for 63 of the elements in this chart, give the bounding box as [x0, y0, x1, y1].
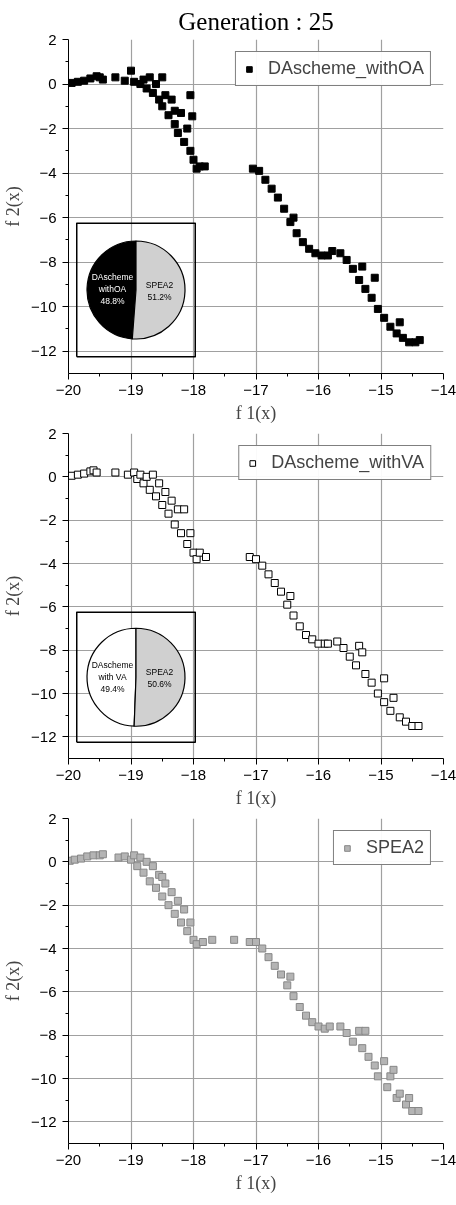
y-tick-label: −8: [39, 641, 57, 659]
y-axis-title: f 2(x): [3, 186, 25, 227]
data-label: 49.4%: [100, 683, 125, 694]
x-tick-label: −19: [118, 765, 144, 783]
slice-label: DAscheme with VA: [91, 659, 134, 682]
x-axis-title: f 1(x): [235, 402, 277, 424]
x-tick-label: −19: [118, 380, 144, 398]
y-tick-label: −4: [39, 554, 57, 572]
x-tick-label: −14: [430, 765, 456, 783]
x-tick-label: −19: [118, 1150, 144, 1168]
x-tick-label: −16: [305, 1150, 332, 1168]
x-tick-label: −18: [180, 1150, 207, 1168]
slice-label: DAscheme withOA: [91, 272, 134, 295]
x-axis-title: f 1(x): [235, 787, 277, 809]
y-tick-label: 0: [48, 852, 57, 870]
data-label: 50.6%: [147, 678, 173, 689]
y-tick-label: 2: [48, 30, 57, 48]
y-tick-label: −12: [31, 342, 57, 360]
data-label: 51.2%: [147, 291, 172, 302]
y-tick-label: −10: [31, 1069, 57, 1087]
y-tick-label: 2: [48, 424, 57, 442]
y-tick-label: −10: [31, 684, 57, 702]
x-tick-label: −14: [430, 380, 456, 398]
legend-label: SPEA2: [365, 837, 424, 858]
y-tick-label: −8: [39, 253, 57, 271]
x-tick-label: −20: [55, 380, 82, 398]
slice-label: SPEA2: [145, 666, 174, 677]
y-axis-title: f 2(x): [3, 575, 25, 617]
y-axis-title: f 2(x): [3, 960, 25, 1002]
x-tick-label: −14: [430, 1150, 456, 1168]
x-tick-label: −17: [243, 765, 269, 783]
y-tick-label: −2: [39, 119, 57, 137]
y-tick-label: −4: [39, 164, 57, 182]
y-tick-label: −2: [39, 511, 57, 529]
chart-title: Generation : 25: [178, 7, 334, 35]
y-tick-label: −8: [39, 1026, 57, 1044]
x-tick-label: −16: [305, 380, 332, 398]
x-tick-label: −17: [243, 380, 269, 398]
y-tick-label: −2: [39, 896, 57, 914]
x-tick-label: −20: [55, 765, 82, 783]
y-tick-label: 2: [48, 809, 57, 827]
x-tick-label: −18: [180, 765, 207, 783]
y-tick-label: −6: [39, 208, 57, 226]
slice-label: SPEA2: [145, 279, 174, 290]
y-tick-label: −6: [39, 982, 57, 1000]
x-tick-label: −17: [243, 1150, 269, 1168]
data-label: 48.8%: [100, 296, 125, 307]
y-tick-label: −12: [31, 1112, 57, 1130]
legend-label: DAscheme_withOA: [267, 58, 424, 79]
x-tick-label: −18: [180, 380, 207, 398]
y-tick-label: −4: [39, 939, 57, 957]
y-tick-label: 0: [48, 467, 57, 485]
legend-label: DAscheme_withVA: [271, 452, 424, 473]
y-tick-label: 0: [48, 75, 57, 93]
x-tick-label: −15: [368, 765, 394, 783]
x-tick-label: −16: [305, 765, 332, 783]
x-tick-label: −15: [368, 380, 394, 398]
y-tick-label: −10: [31, 297, 57, 315]
x-tick-label: −20: [55, 1150, 82, 1168]
x-axis-title: f 1(x): [235, 1172, 277, 1194]
x-tick-label: −15: [368, 1150, 394, 1168]
y-tick-label: −12: [31, 727, 57, 745]
y-tick-label: −6: [39, 597, 57, 615]
